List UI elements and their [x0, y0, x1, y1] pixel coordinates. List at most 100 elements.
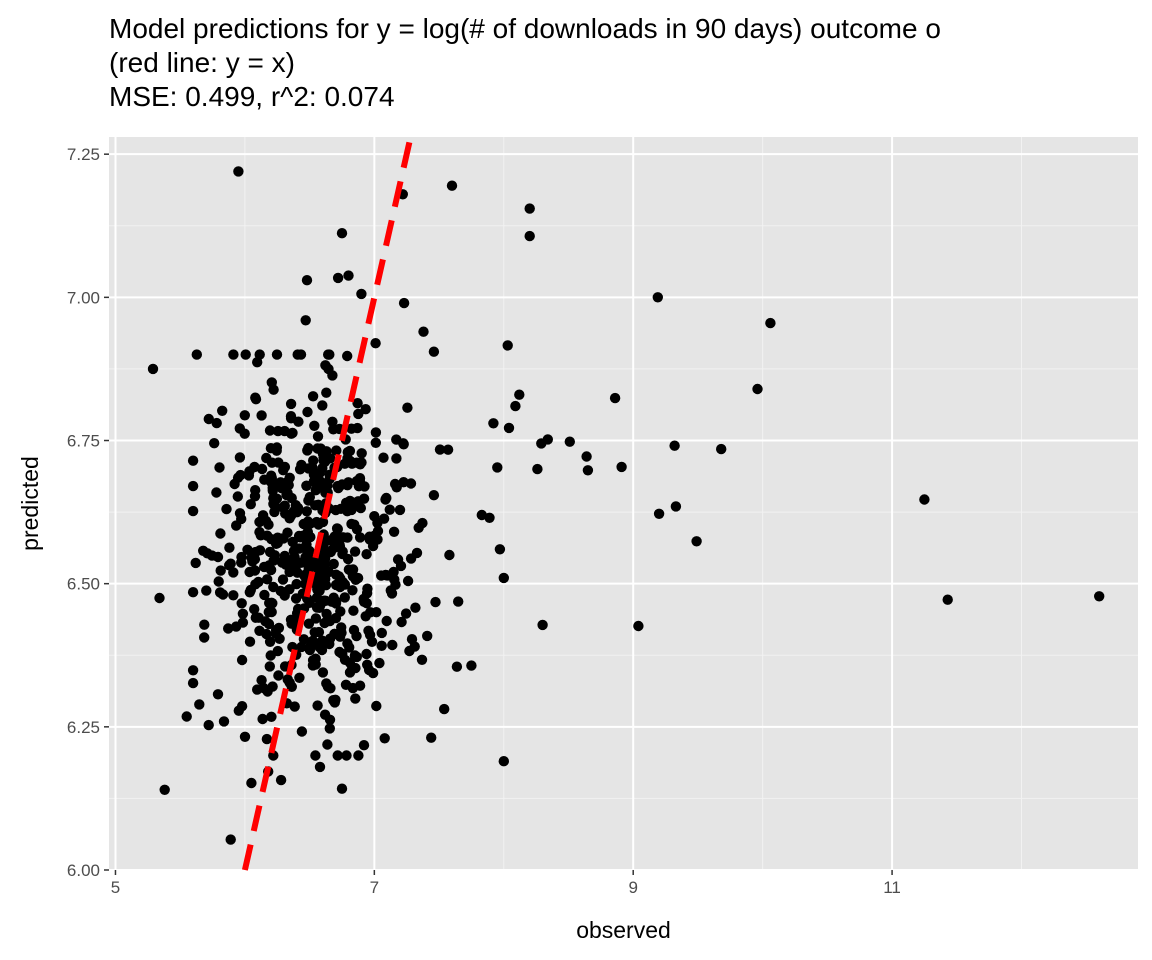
- data-point: [376, 640, 387, 651]
- data-point: [342, 553, 354, 565]
- data-point: [344, 445, 356, 457]
- data-point: [244, 587, 255, 598]
- data-point: [304, 644, 316, 656]
- data-point: [379, 733, 390, 744]
- data-point: [199, 632, 210, 643]
- data-point: [669, 440, 680, 451]
- data-point: [302, 406, 313, 418]
- data-point: [510, 400, 521, 412]
- data-point: [310, 750, 321, 761]
- data-point: [253, 576, 264, 588]
- data-point: [257, 713, 268, 725]
- data-point: [514, 389, 525, 400]
- data-point: [296, 726, 308, 737]
- data-point: [385, 585, 396, 596]
- data-point: [324, 714, 336, 725]
- data-point: [321, 387, 332, 398]
- data-point: [358, 740, 370, 751]
- data-point: [351, 457, 362, 468]
- data-point: [307, 655, 319, 666]
- data-point: [214, 587, 226, 598]
- data-point: [350, 662, 361, 674]
- data-point: [402, 575, 414, 587]
- data-point: [318, 455, 329, 466]
- data-point: [266, 711, 277, 722]
- data-point: [233, 166, 244, 177]
- data-point: [187, 677, 199, 689]
- data-point: [439, 703, 450, 715]
- data-point: [319, 553, 331, 564]
- data-point: [303, 618, 315, 629]
- data-point: [285, 398, 297, 410]
- data-point: [537, 619, 548, 631]
- data-point: [264, 636, 276, 647]
- data-point: [363, 664, 375, 676]
- data-point: [243, 470, 255, 481]
- data-point: [317, 667, 329, 678]
- data-point: [314, 761, 326, 773]
- data-point: [364, 534, 375, 545]
- data-point: [266, 597, 277, 608]
- data-point: [287, 536, 298, 548]
- data-point: [217, 405, 228, 416]
- data-point: [716, 443, 727, 455]
- data-point: [245, 499, 256, 510]
- data-point: [451, 661, 463, 672]
- data-point: [488, 418, 499, 429]
- data-point: [581, 451, 592, 462]
- data-point: [919, 494, 930, 505]
- data-point: [466, 660, 477, 671]
- data-point: [223, 623, 234, 634]
- data-point: [203, 413, 214, 425]
- data-point: [426, 732, 437, 743]
- data-point: [691, 536, 702, 547]
- data-point: [321, 446, 332, 457]
- plot-panel: [109, 137, 1138, 870]
- data-point: [609, 392, 621, 404]
- data-point: [293, 416, 304, 427]
- data-point: [317, 569, 328, 580]
- data-point: [191, 349, 202, 360]
- data-point: [215, 565, 226, 576]
- y-axis-title: predicted: [17, 456, 43, 551]
- data-point: [242, 544, 253, 555]
- data-point: [320, 360, 331, 371]
- data-point: [765, 317, 776, 329]
- data-point: [312, 700, 323, 711]
- data-point: [266, 472, 277, 484]
- data-point: [307, 635, 319, 646]
- data-point: [304, 597, 315, 608]
- data-point: [347, 682, 359, 694]
- data-point: [395, 560, 407, 572]
- data-point: [268, 750, 279, 761]
- data-point: [244, 566, 255, 578]
- data-point: [259, 589, 270, 601]
- data-point: [294, 532, 306, 543]
- y-tick-label: 6.75: [67, 432, 100, 451]
- data-point: [361, 648, 372, 660]
- data-point: [380, 494, 391, 505]
- data-point: [428, 346, 440, 357]
- data-point: [330, 612, 342, 624]
- data-point: [503, 422, 515, 434]
- data-point: [378, 452, 389, 463]
- data-point: [430, 596, 441, 608]
- data-point: [502, 340, 513, 351]
- data-point: [228, 567, 239, 578]
- data-point: [360, 404, 371, 415]
- data-point: [313, 519, 324, 530]
- data-point: [304, 561, 315, 573]
- data-point: [267, 485, 278, 496]
- data-point: [332, 750, 343, 761]
- data-point: [446, 180, 458, 191]
- data-point: [396, 616, 407, 628]
- data-point: [266, 377, 277, 388]
- data-point: [264, 425, 276, 436]
- data-point: [264, 661, 275, 672]
- data-point: [359, 481, 370, 492]
- data-point: [942, 594, 953, 605]
- data-point: [410, 602, 421, 613]
- data-point: [371, 700, 382, 712]
- data-point: [234, 452, 246, 463]
- data-point: [422, 630, 433, 642]
